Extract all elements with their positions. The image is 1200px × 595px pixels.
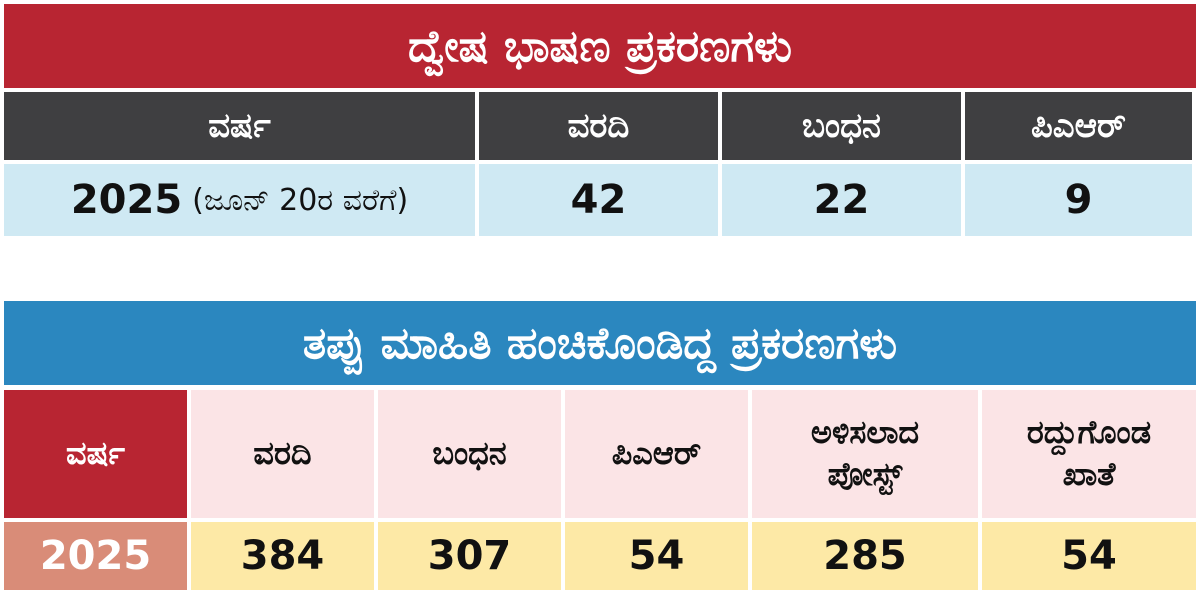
misinformation-header-row: ವರ್ಷ ವರದಿ ಬಂಧನ ಪಿಎಆರ್ ಅಳಿಸಲಾದ ಪೋಸ್ಟ್ ರದ್…: [4, 390, 1196, 518]
header-pr: ಪಿಎಆರ್: [965, 92, 1192, 160]
header-deleted-posts: ಅಳಿಸಲಾದ ಪೋಸ್ಟ್: [752, 390, 978, 518]
hate-speech-header-row: ವರ್ಷ ವರದಿ ಬಂಧನ ಪಿಎಆರ್: [4, 92, 1196, 160]
cell-year: 2025: [4, 522, 187, 590]
year-note: (ಜೂನ್ 20ರ ವರೆಗೆ): [192, 182, 409, 218]
cancelled-accounts-line1: ರದ್ದುಗೊಂಡ: [1026, 413, 1152, 452]
cell-pr: 9: [965, 164, 1192, 236]
deleted-posts-line2: ಪೋಸ್ಟ್: [827, 455, 903, 493]
header-pr: ಪಿಎಆರ್: [565, 390, 748, 518]
deleted-posts-line1: ಅಳಿಸಲಾದ: [810, 413, 920, 452]
header-reports: ವರದಿ: [191, 390, 374, 518]
cell-year: 2025 (ಜೂನ್ 20ರ ವರೆಗೆ): [4, 164, 475, 236]
cell-arrests: 307: [378, 522, 561, 590]
misinformation-title: ತಪ್ಪು ಮಾಹಿತಿ ಹಂಚಿಕೊಂಡಿದ್ದ ಪ್ರಕರಣಗಳು: [4, 301, 1196, 385]
misinformation-data-row: 2025 384 307 54 285 54: [4, 522, 1196, 590]
header-arrests: ಬಂಧನ: [722, 92, 961, 160]
header-year: ವರ್ಷ: [4, 92, 475, 160]
header-year: ವರ್ಷ: [4, 390, 187, 518]
cancelled-accounts-line2: ಖಾತೆ: [1062, 455, 1116, 493]
header-cancelled-accounts: ರದ್ದುಗೊಂಡ ಖಾತೆ: [982, 390, 1196, 518]
cell-reports: 42: [479, 164, 718, 236]
cell-cancelled-accounts: 54: [982, 522, 1196, 590]
year-value: 2025: [70, 177, 183, 223]
cell-arrests: 22: [722, 164, 961, 236]
cell-pr: 54: [565, 522, 748, 590]
header-reports: ವರದಿ: [479, 92, 718, 160]
cell-reports: 384: [191, 522, 374, 590]
hate-speech-title: ದ್ವೇಷ ಭಾಷಣ ಪ್ರಕರಣಗಳು: [4, 4, 1196, 88]
hate-speech-data-row: 2025 (ಜೂನ್ 20ರ ವರೆಗೆ) 42 22 9: [4, 164, 1196, 236]
header-arrests: ಬಂಧನ: [378, 390, 561, 518]
cell-deleted-posts: 285: [752, 522, 978, 590]
